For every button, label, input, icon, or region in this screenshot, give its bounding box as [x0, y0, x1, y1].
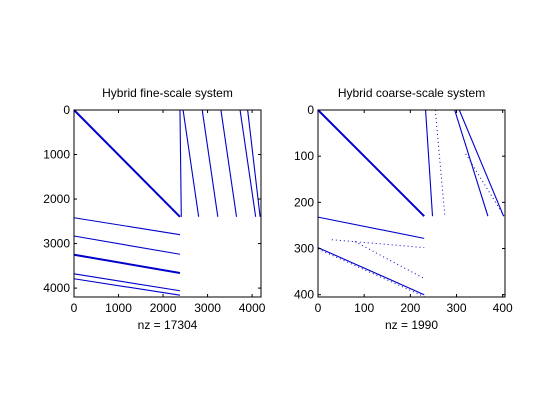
y-tick-label: 300: [294, 242, 314, 256]
x-tick-label: 2000: [150, 301, 177, 315]
chart-title: Hybrid coarse-scale system: [338, 86, 485, 100]
y-tick-label: 1000: [43, 148, 70, 162]
axes-box: [317, 109, 506, 298]
y-tick-label: 0: [307, 103, 314, 117]
nonzero-band-7: [331, 239, 425, 249]
nonzero-band-2: [182, 109, 200, 217]
y-tick-label: 2000: [43, 192, 70, 206]
nonzero-band-4: [220, 109, 238, 217]
nonzero-band-0: [73, 109, 181, 218]
nonzero-band-8: [317, 247, 425, 296]
nonzero-band-9: [73, 253, 181, 274]
x-tick-label: 0: [315, 301, 322, 315]
y-tick-label: 100: [294, 149, 314, 163]
nonzero-band-2: [434, 109, 446, 218]
y-tick-label: 400: [294, 288, 314, 302]
x-tick-label: 4000: [239, 301, 266, 315]
x-axis-label: nz = 1990: [385, 318, 438, 332]
x-tick-label: 1000: [105, 301, 132, 315]
y-tick-label: 4000: [43, 281, 70, 295]
chart-title: Hybrid fine-scale system: [102, 86, 233, 100]
y-tick-label: 0: [63, 103, 70, 117]
x-tick-label: 100: [354, 301, 374, 315]
nonzero-band-1: [179, 109, 182, 217]
nonzero-band-4: [458, 109, 505, 217]
x-tick-label: 300: [447, 301, 467, 315]
nonzero-band-6: [317, 216, 425, 239]
x-tick-label: 400: [493, 301, 513, 315]
nonzero-band-5: [239, 109, 257, 217]
nonzero-band-5: [465, 153, 505, 217]
y-tick-label: 3000: [43, 237, 70, 251]
x-tick-label: 200: [400, 301, 420, 315]
nonzero-band-10: [354, 241, 425, 279]
axes-box: [73, 109, 262, 298]
y-tick-label: 200: [294, 195, 314, 209]
nonzero-band-8: [73, 235, 181, 255]
x-tick-label: 3000: [194, 301, 221, 315]
nonzero-band-0: [317, 109, 425, 217]
nonzero-band-1: [425, 109, 434, 217]
nonzero-band-6: [247, 109, 261, 217]
x-axis-label: nz = 17304: [138, 318, 198, 332]
spy-plot-fine-scale: 0 1000 2000 3000 400001000200030004000Hybrid…: [43, 86, 265, 332]
nonzero-band-3: [454, 109, 489, 217]
nonzero-band-9: [317, 248, 425, 297]
nonzero-band-10: [73, 273, 181, 292]
nonzero-band-7: [73, 217, 181, 236]
x-tick-label: 0: [71, 301, 78, 315]
nonzero-band-11: [73, 278, 181, 296]
nonzero-band-3: [201, 109, 219, 217]
